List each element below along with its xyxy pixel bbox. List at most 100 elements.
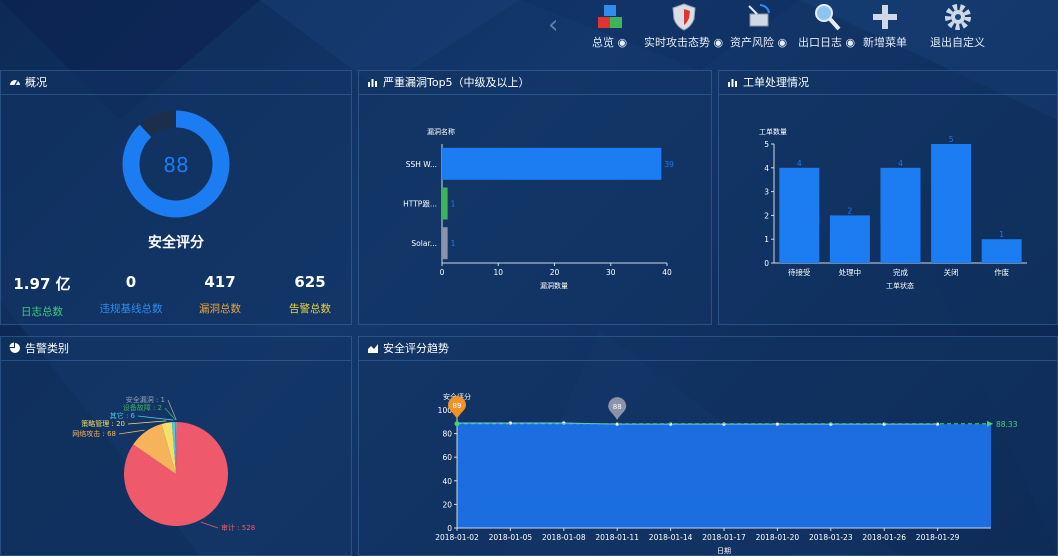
pie-label-line — [137, 415, 174, 421]
workorder-bar[interactable] — [880, 167, 921, 263]
pie-slice[interactable] — [175, 422, 177, 474]
trend-average-label: 88.33 — [996, 420, 1018, 429]
trend-x-tick-label: 2018-01-26 — [862, 533, 906, 542]
pie-slice[interactable] — [161, 422, 176, 474]
satellite-icon — [747, 4, 770, 27]
vuln-bar-chart: 漏洞名称 漏洞数量 0 10 20 30 40 SSH W... 39 HTTP跟... 1 So… — [403, 127, 674, 290]
plus-icon — [873, 5, 897, 29]
trend-x-tick-label: 2018-01-14 — [649, 533, 693, 542]
alarm-category-panel: 告警类别 审计 : 528 网络攻击 : 68 策略管理 : 20 其它 : 6 设备故… — [0, 336, 352, 556]
pie-slice-label: 策略管理 : 20 — [81, 419, 125, 428]
marker-pin — [448, 395, 466, 419]
pie-slice[interactable] — [171, 422, 176, 474]
nav-item-asset-risk[interactable]: 资产风险 ◉ — [730, 2, 787, 50]
trend-marker-min[interactable]: 88 — [608, 397, 627, 421]
score-trend-chart: 安全评分 日期 0204060801002018-01-022018-01-05… — [435, 392, 1018, 555]
vuln-panel-title: 严重漏洞Top5（中级及以上） — [383, 76, 530, 89]
trend-average-start — [454, 421, 460, 427]
trend-y-tick-label: 60 — [442, 453, 452, 462]
trend-marker-max[interactable]: 89 — [448, 395, 466, 419]
overview-panel: 概况 88 安全评分 1.97 亿 日志总数 0 违规基线总数 417 漏洞总数… — [0, 70, 352, 325]
vuln-x-tick-label: 0 — [440, 268, 445, 277]
pie-slice-label: 审计 : 528 — [221, 523, 255, 532]
trend-y-tick-label: 0 — [447, 524, 452, 533]
pie-slice[interactable] — [174, 422, 176, 474]
workorder-bar[interactable] — [779, 167, 820, 263]
vuln-bar[interactable] — [442, 147, 662, 180]
nav-item-add-menu[interactable]: 新增菜单 — [863, 2, 907, 50]
stat-label: 日志总数 — [21, 306, 63, 318]
stat-baseline-violations: 0 违规基线总数 — [86, 273, 176, 316]
workorder-y-tick-label: 2 — [764, 211, 769, 220]
score-value: 88 — [163, 153, 188, 177]
workorder-bar-value: 1 — [999, 230, 1004, 239]
trend-x-axis-title: 日期 — [717, 547, 731, 555]
pie-slice[interactable] — [133, 424, 176, 474]
pie-label-line — [167, 399, 177, 421]
nav-item-egress-log[interactable]: 出口日志 ◉ — [798, 2, 855, 50]
trend-y-tick-label: 40 — [442, 477, 452, 486]
pie-slice-label: 其它 : 6 — [110, 411, 136, 420]
eye-icon[interactable]: ◉ — [617, 36, 628, 49]
cubes-icon — [597, 5, 622, 28]
trend-y-tick-label: 100 — [438, 406, 453, 415]
eye-icon[interactable]: ◉ — [777, 36, 788, 49]
trend-panel-title: 安全评分趋势 — [383, 342, 449, 355]
workorder-bar[interactable] — [829, 215, 870, 263]
vuln-x-tick-label: 30 — [606, 268, 616, 277]
nav-item-label: 出口日志 — [798, 36, 842, 49]
workorder-y-tick-label: 1 — [764, 235, 769, 244]
workorder-panel-header: 工单处理情况 — [719, 71, 1057, 95]
pie-slice-label: 安全漏洞 : 1 — [126, 395, 165, 404]
vuln-bar-value: 1 — [451, 239, 456, 248]
trend-x-tick-label: 2018-01-20 — [756, 533, 800, 542]
stat-value: 417 — [204, 273, 236, 291]
stat-log-total: 1.97 亿 日志总数 — [0, 273, 87, 319]
workorder-category-label: 处理中 — [839, 267, 862, 277]
vuln-bar[interactable] — [442, 187, 448, 220]
vuln-bar-value: 1 — [451, 200, 456, 209]
vuln-x-tick-label: 10 — [493, 268, 503, 277]
workorder-panel: 工单处理情况 工单数量 工单状态 0 1 2 3 4 5 4 待接受 2 处理中 4 完成 5 关闭 1 作废 — [718, 70, 1058, 325]
vuln-category-label: HTTP跟... — [403, 200, 437, 209]
trend-x-tick-label: 2018-01-02 — [435, 533, 479, 542]
workorder-bar[interactable] — [931, 144, 972, 263]
pie-label-line — [164, 407, 176, 421]
vuln-bar[interactable] — [442, 227, 448, 260]
eye-icon[interactable]: ◉ — [845, 36, 856, 49]
overview-panel-header: 概况 — [1, 71, 351, 95]
top-navigation: ‹ 总览 ◉ 实时攻击态势 ◉ 资产风险 ◉ 出口日志 ◉ — [540, 0, 1058, 62]
pie-slice[interactable] — [124, 422, 228, 526]
chevron-left-icon[interactable]: ‹ — [548, 10, 559, 40]
score-trend-panel: 安全评分趋势 安全评分 日期 0204060801002018-01-02201… — [358, 336, 1058, 556]
eye-icon[interactable]: ◉ — [713, 36, 724, 49]
vuln-x-tick-label: 40 — [662, 268, 672, 277]
nav-item-exit-customize[interactable]: 退出自定义 — [930, 2, 985, 50]
vuln-x-tick-label: 20 — [550, 268, 560, 277]
pie-label-line — [118, 429, 145, 435]
alarm-panel-header: 告警类别 — [1, 337, 351, 361]
vuln-panel-header: 严重漏洞Top5（中级及以上） — [359, 71, 711, 95]
vuln-x-axis-title: 漏洞数量 — [540, 281, 568, 290]
workorder-bar[interactable] — [981, 239, 1022, 263]
vuln-y-axis-title: 漏洞名称 — [427, 127, 455, 136]
trend-point[interactable] — [775, 422, 779, 426]
area-chart-icon — [368, 344, 378, 353]
gear-icon — [944, 4, 971, 30]
bar-chart-icon — [368, 79, 377, 87]
stat-value: 0 — [125, 273, 137, 291]
marker-pin — [608, 397, 627, 421]
workorder-y-tick-label: 0 — [764, 259, 769, 268]
nav-item-overview[interactable]: 总览 ◉ — [592, 2, 627, 50]
trend-x-tick-label: 2018-01-05 — [489, 533, 533, 542]
workorder-bar-chart: 工单数量 工单状态 0 1 2 3 4 5 4 待接受 2 处理中 4 完成 5 关闭 1 作废 — [759, 127, 1027, 290]
pie-label-line — [127, 420, 167, 425]
workorder-bar-value: 5 — [949, 135, 954, 144]
marker-label: 89 — [453, 402, 462, 410]
trend-x-tick-label: 2018-01-23 — [809, 533, 853, 542]
vuln-top5-panel: 严重漏洞Top5（中级及以上） 漏洞名称 漏洞数量 0 10 20 30 40 SSH W… — [358, 70, 712, 325]
trend-x-tick-label: 2018-01-17 — [702, 533, 746, 542]
shield-icon — [672, 3, 696, 31]
nav-item-realtime-attack[interactable]: 实时攻击态势 ◉ — [644, 2, 723, 50]
